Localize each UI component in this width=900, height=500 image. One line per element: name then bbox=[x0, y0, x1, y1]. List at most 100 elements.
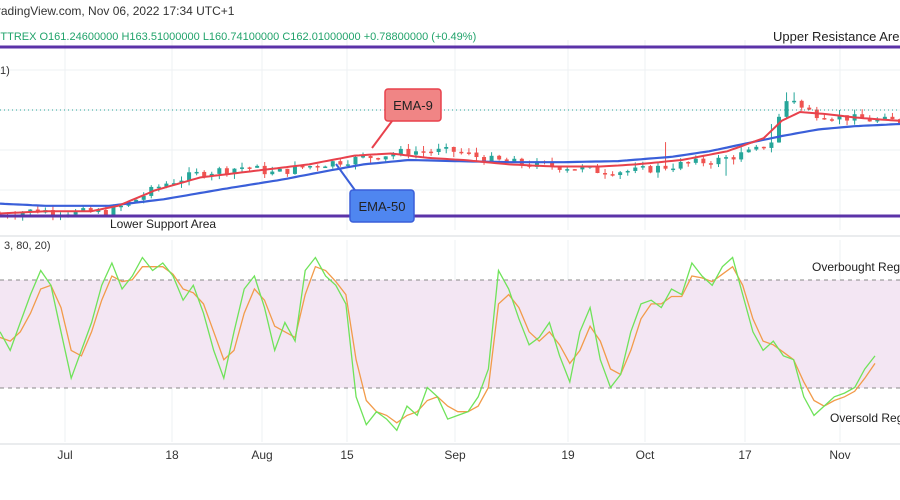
candle bbox=[353, 155, 358, 170]
stoch-range-band bbox=[0, 280, 900, 388]
candle-body bbox=[376, 158, 381, 160]
candle-body bbox=[580, 166, 585, 170]
candle-body bbox=[807, 107, 812, 110]
candle-body bbox=[618, 172, 623, 176]
candle-body bbox=[353, 156, 358, 165]
candle-body bbox=[323, 166, 328, 169]
candle bbox=[330, 160, 335, 169]
candle bbox=[292, 161, 297, 175]
candle-body bbox=[451, 146, 456, 152]
candle bbox=[300, 165, 305, 169]
candle-body bbox=[368, 156, 373, 159]
candle-body bbox=[565, 169, 570, 171]
candle bbox=[655, 162, 660, 178]
ema9-callout-box bbox=[384, 88, 442, 122]
candle bbox=[187, 167, 192, 186]
candle-body bbox=[731, 157, 736, 160]
ema9-callout: EMA-9 bbox=[371, 88, 442, 149]
candle bbox=[444, 143, 449, 154]
candle-body bbox=[882, 116, 887, 120]
candle-body bbox=[285, 168, 290, 174]
candle-body bbox=[436, 148, 441, 153]
candle bbox=[754, 144, 759, 151]
candle bbox=[716, 154, 721, 168]
candle-body bbox=[73, 210, 78, 215]
candle bbox=[618, 170, 623, 180]
x-tick-label: 18 bbox=[165, 448, 179, 462]
candle-body bbox=[361, 156, 366, 158]
candle-body bbox=[776, 116, 781, 143]
ema9-callout-pointer bbox=[371, 116, 396, 149]
candle-body bbox=[746, 149, 751, 153]
x-tick-label: Aug bbox=[251, 448, 272, 462]
candle bbox=[459, 148, 464, 155]
lower-support-label: Lower Support Area bbox=[110, 217, 216, 231]
candle bbox=[784, 92, 789, 120]
candle-body bbox=[489, 155, 494, 163]
candle bbox=[829, 117, 834, 122]
candle bbox=[671, 163, 676, 173]
candle-body bbox=[792, 100, 797, 103]
stoch-indicator-label: (14, 3, 80, 20) bbox=[0, 240, 51, 252]
candle-body bbox=[769, 142, 774, 148]
candle-body bbox=[292, 165, 297, 174]
candle-body bbox=[217, 168, 222, 174]
candle-body bbox=[603, 173, 608, 175]
candle bbox=[610, 171, 615, 177]
candle bbox=[338, 158, 343, 167]
candle bbox=[497, 154, 502, 161]
candle-body bbox=[504, 159, 509, 162]
candle bbox=[156, 184, 161, 192]
candle-body bbox=[829, 119, 834, 121]
candle bbox=[345, 160, 350, 168]
overbought-label: Overbought Region bbox=[812, 260, 900, 274]
candle-body bbox=[860, 114, 865, 119]
candle bbox=[466, 148, 471, 156]
candle-body bbox=[822, 118, 827, 120]
candle bbox=[625, 169, 630, 176]
candle-body bbox=[474, 152, 479, 158]
candle-body bbox=[141, 195, 146, 200]
candle-body bbox=[595, 166, 600, 174]
candle bbox=[603, 169, 608, 179]
header-source: TradingView.com, Nov 06, 2022 17:34 UTC+… bbox=[0, 4, 235, 18]
candle-body bbox=[338, 161, 343, 165]
candle bbox=[746, 147, 751, 153]
candle-body bbox=[240, 167, 245, 169]
candle-body bbox=[330, 161, 335, 167]
candle-body bbox=[391, 154, 396, 157]
candle-body bbox=[693, 158, 698, 163]
candle bbox=[890, 112, 895, 120]
candle-body bbox=[739, 152, 744, 160]
header-ohlc: BITTREX O161.24600000 H163.51000000 L160… bbox=[0, 31, 476, 43]
candle-body bbox=[610, 174, 615, 176]
candle-body bbox=[81, 208, 86, 211]
x-tick-label: Oct bbox=[636, 448, 655, 462]
candle bbox=[792, 92, 797, 104]
candle-body bbox=[345, 164, 350, 166]
candle bbox=[761, 146, 766, 150]
candle-body bbox=[497, 155, 502, 160]
ema50-callout: EMA-50 bbox=[335, 163, 415, 223]
candle-body bbox=[671, 168, 676, 171]
stoch-lines-group bbox=[0, 256, 876, 432]
candle-body bbox=[255, 165, 260, 168]
stoch-k-line bbox=[0, 256, 876, 432]
candle bbox=[731, 155, 736, 165]
x-tick-label: Jul bbox=[57, 448, 72, 462]
candle bbox=[451, 146, 456, 158]
candle-body bbox=[421, 151, 426, 153]
candle-body bbox=[867, 118, 872, 122]
candle bbox=[429, 148, 434, 156]
x-tick-label: 19 bbox=[561, 448, 575, 462]
price-indicator-label: 1) bbox=[0, 65, 10, 77]
ema9-callout-text: EMA-9 bbox=[393, 98, 433, 113]
candle-body bbox=[315, 166, 320, 168]
candle-body bbox=[156, 186, 161, 189]
candle-body bbox=[724, 157, 729, 159]
candle-body bbox=[512, 158, 517, 162]
candle bbox=[240, 162, 245, 172]
candle bbox=[837, 110, 842, 125]
